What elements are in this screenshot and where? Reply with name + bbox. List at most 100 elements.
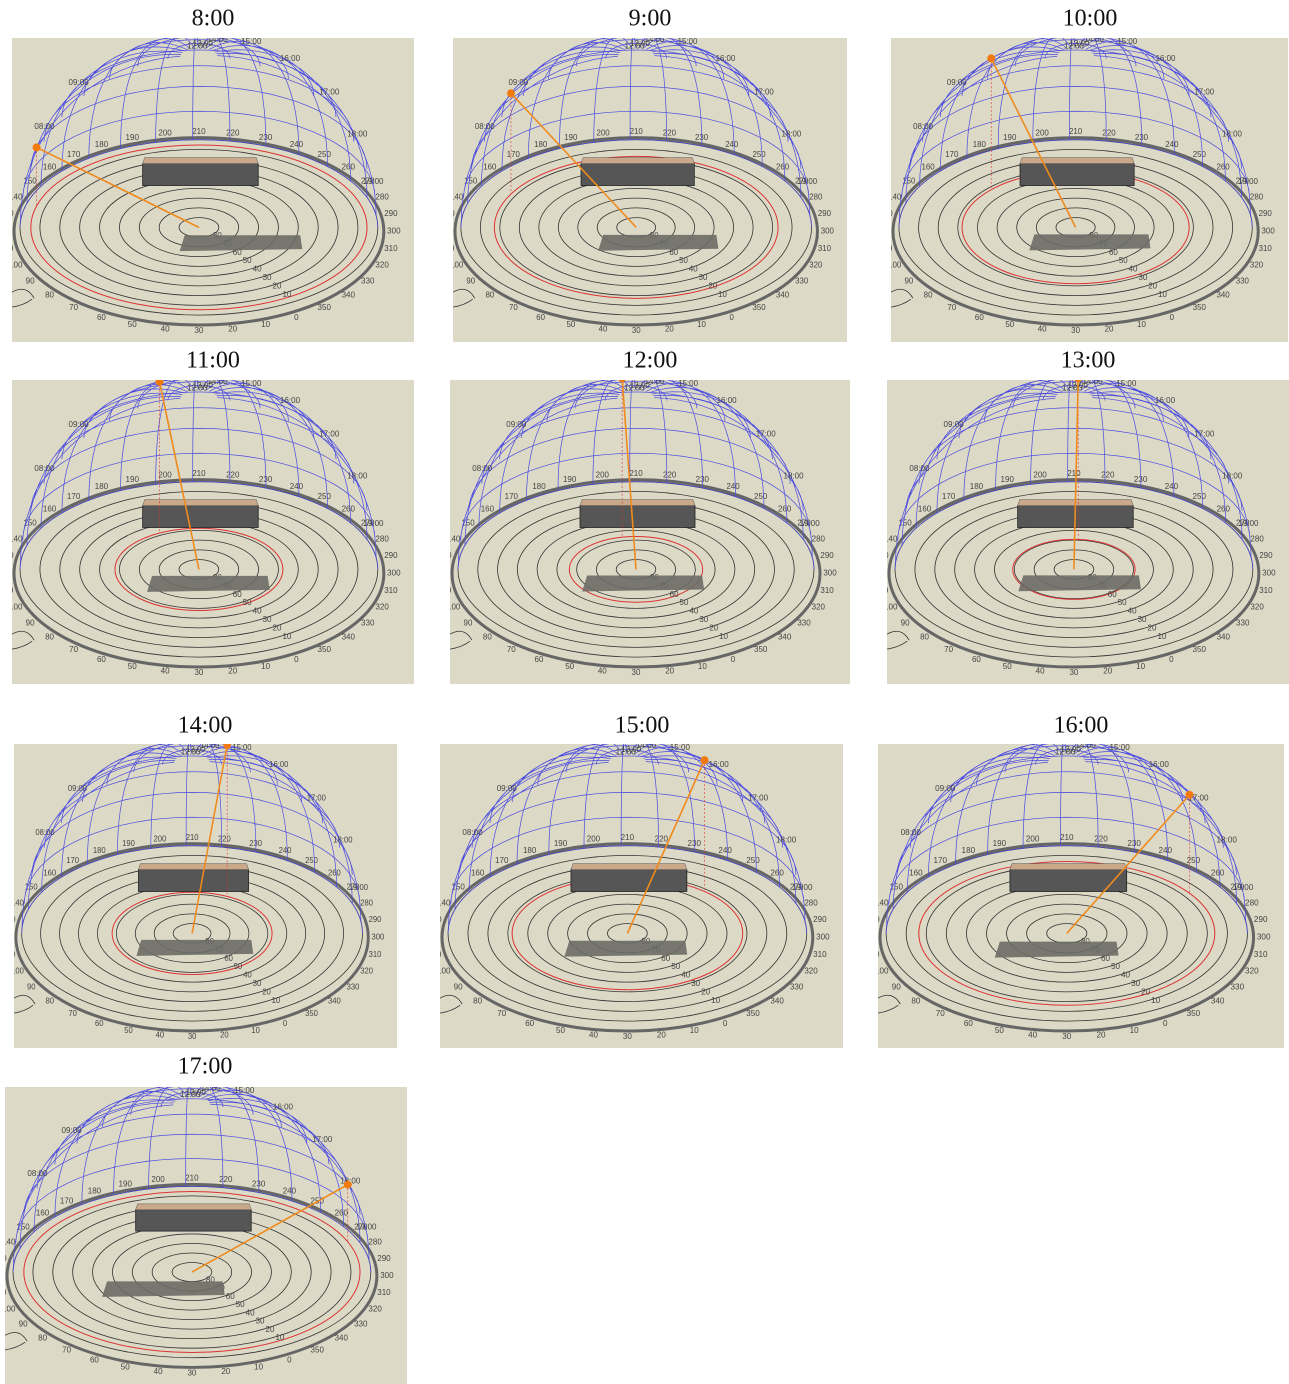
azimuth-label: 310 [813,950,827,959]
azimuth-label: 340 [342,291,356,300]
azimuth-label: 280 [812,534,826,543]
azimuth-label: 220 [1101,470,1115,479]
azimuth-label: 50 [121,1363,131,1372]
azimuth-label: 330 [1236,618,1250,627]
azimuth-label: 130 [3,915,16,924]
azimuth-label: 220 [1094,834,1108,843]
azimuth-label: 60 [95,1019,104,1028]
azimuth-label: 0 [730,313,735,322]
azimuth-label: 210 [629,469,643,478]
azimuth-label: 300 [387,568,401,577]
sun-path-panel: 0102030405060708090100110120130140150160… [876,35,1288,342]
azimuth-label: 130 [866,915,880,924]
hour-label: 15:00 [1117,37,1137,46]
altitude-label: 10 [1158,290,1167,299]
sun-path-panel: 0102030405060708090100110120130140150160… [0,1084,407,1384]
azimuth-label: 160 [918,504,932,513]
sun [700,756,708,764]
hour-label: 19:00 [1233,883,1254,892]
azimuth-label: 280 [809,192,823,201]
sun-path-panel: 0102030405060708090100110120130140150160… [425,741,843,1048]
azimuth-label: 180 [973,140,987,149]
hour-label: 17:00 [756,430,777,439]
altitude-label: 40 [246,1308,256,1317]
azimuth-label: 290 [813,915,827,924]
azimuth-label: 0 [294,313,299,322]
azimuth-label: 310 [818,244,832,253]
azimuth-label: 50 [565,662,574,671]
azimuth-label: 130 [428,915,442,924]
azimuth-label: 210 [1069,127,1083,136]
azimuth-label: 280 [375,534,389,543]
sun [507,89,515,97]
altitude-label: 30 [263,615,272,624]
azimuth-label: 10 [1137,320,1146,329]
altitude-label: 10 [272,996,281,1005]
hour-label: 19:00 [1238,519,1259,528]
hour-label: 18:00 [776,836,797,845]
hour-label: 19:00 [363,177,384,186]
hour-label: 17:00 [748,794,769,803]
azimuth-label: 20 [665,667,674,676]
azimuth-label: 10 [261,662,270,671]
building-shadow [102,1281,225,1297]
azimuth-label: 310 [384,244,398,253]
azimuth-label: 190 [126,475,140,484]
azimuth-label: 110 [1,244,14,253]
azimuth-label: 310 [1259,244,1273,253]
altitude-label: 50 [680,598,689,607]
azimuth-label: 30 [632,326,641,335]
sun [155,378,163,386]
azimuth-label: 250 [754,492,768,501]
azimuth-label: 220 [226,470,240,479]
azimuth-label: 350 [318,645,332,654]
azimuth-label: 250 [318,150,332,159]
azimuth-label: 140 [437,898,451,907]
azimuth-label: 190 [563,475,577,484]
building-shadow [136,940,253,956]
azimuth-label: 130 [438,551,452,560]
panel-title: 14:00 [178,713,233,739]
azimuth-label: 30 [1069,668,1078,677]
azimuth-label: 100 [9,603,23,612]
azimuth-label: 90 [904,276,913,285]
hour-label: 14:00 [645,377,666,386]
hour-label: 16:00 [273,1103,294,1112]
panel-title: 16:00 [1054,713,1109,739]
azimuth-label: 40 [161,667,170,676]
azimuth-label: 70 [936,1009,946,1018]
altitude-label: 30 [253,979,262,988]
azimuth-label: 0 [1163,1019,1168,1028]
azimuth-label: 320 [1250,261,1264,270]
azimuth-label: 90 [454,982,463,991]
azimuth-label: 190 [993,839,1007,848]
azimuth-label: 80 [911,997,921,1006]
azimuth-label: 290 [369,915,382,924]
azimuth-label: 40 [156,1030,165,1039]
azimuth-label: 310 [384,586,398,595]
azimuth-label: 290 [1259,551,1273,560]
azimuth-label: 110 [442,244,455,253]
azimuth-label: 40 [598,667,607,676]
altitude-label: 50 [679,256,688,265]
azimuth-label: 50 [1005,320,1014,329]
panel-title: 10:00 [1063,6,1118,32]
azimuth-label: 170 [67,150,81,159]
azimuth-label: 170 [60,1196,74,1205]
building-front [138,870,248,892]
altitude-label: 40 [243,971,252,980]
azimuth-label: 120 [439,226,453,235]
azimuth-label: 200 [596,128,610,137]
altitude-label: 50 [243,598,252,607]
azimuth-label: 280 [360,898,373,907]
azimuth-label: 70 [68,1009,77,1018]
azimuth-label: 200 [151,1175,165,1184]
azimuth-label: 140 [2,1238,16,1247]
azimuth-label: 320 [812,603,826,612]
azimuth-label: 330 [361,618,375,627]
azimuth-label: 290 [384,209,398,218]
azimuth-label: 320 [804,967,818,976]
hour-label: 09:00 [944,420,965,429]
azimuth-label: 190 [1001,475,1015,484]
azimuth-label: 340 [335,1334,349,1343]
